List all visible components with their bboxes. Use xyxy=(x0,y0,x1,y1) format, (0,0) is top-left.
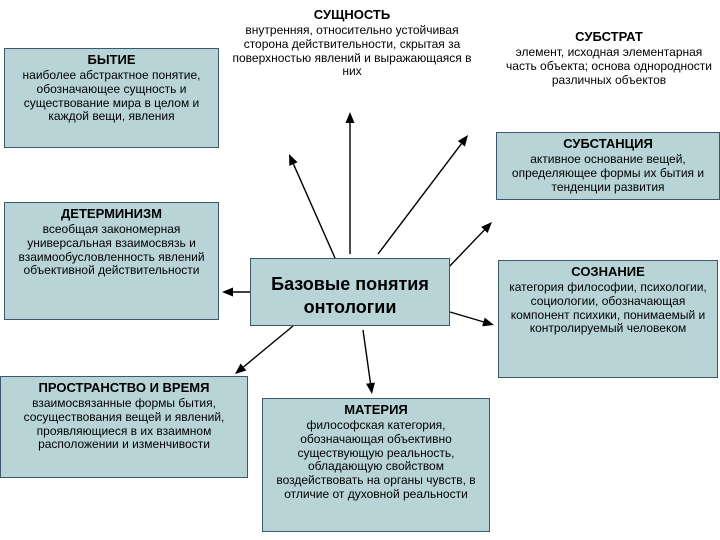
node-substancia-desc: активное основание вещей, определяющее ф… xyxy=(503,153,713,194)
node-bytie: БЫТИЕнаиболее абстрактное понятие, обозн… xyxy=(4,48,219,148)
arrowhead-to-sushnost xyxy=(346,112,355,123)
node-sushnost-desc: внутренняя, относительно устойчивая стор… xyxy=(222,24,482,79)
node-determinizm-title: ДЕТЕРМИНИЗМ xyxy=(11,207,212,222)
arrow-to-substancia xyxy=(446,230,484,270)
center-line1: Базовые понятия xyxy=(271,274,429,294)
arrow-to-materia xyxy=(363,330,370,383)
node-soznanie-title: СОЗНАНИЕ xyxy=(505,265,711,280)
node-substancia: СУБСТАНЦИЯактивное основание вещей, опре… xyxy=(496,132,720,200)
arrowhead-to-determinizm xyxy=(222,288,233,297)
node-materia-desc: философская категория, обозначающая объе… xyxy=(269,419,483,502)
arrow-to-prostranstvo xyxy=(243,326,293,367)
node-substrat-desc: элемент, исходная элементарная часть объ… xyxy=(500,46,718,87)
arrowhead-to-substrat xyxy=(458,135,468,146)
node-materia-title: МАТЕРИЯ xyxy=(269,403,483,418)
arrowhead-to-prostranstvo xyxy=(235,364,246,374)
node-prostranstvo-desc: взаимосвязанные формы бытия, сосуществов… xyxy=(7,397,241,452)
arrow-to-substrat xyxy=(378,144,461,254)
node-soznanie: СОЗНАНИЕкатегория философии, психологии,… xyxy=(498,260,718,378)
arrow-to-soznanie xyxy=(450,312,483,322)
center-box: Базовые понятия онтологии xyxy=(250,258,450,326)
center-line2: онтологии xyxy=(304,297,397,317)
node-sushnost-title: СУЩНОСТЬ xyxy=(222,8,482,23)
node-sushnost: СУЩНОСТЬвнутренняя, относительно устойчи… xyxy=(222,8,482,79)
arrowhead-to-materia xyxy=(366,382,375,394)
node-materia: МАТЕРИЯфилософская категория, обозначающ… xyxy=(262,398,490,532)
node-determinizm: ДЕТЕРМИНИЗМвсеобщая закономерная универс… xyxy=(4,202,219,320)
node-bytie-desc: наиболее абстрактное понятие, обозначающ… xyxy=(11,69,212,124)
node-prostranstvo: ПРОСТРАНСТВО И ВРЕМЯвзаимосвязанные форм… xyxy=(0,376,248,478)
node-substrat-title: СУБСТРАТ xyxy=(500,30,718,45)
arrow-to-bytie xyxy=(293,164,335,258)
arrowhead-to-bytie xyxy=(289,154,298,166)
arrowhead-to-substancia xyxy=(481,222,492,233)
node-prostranstvo-title: ПРОСТРАНСТВО И ВРЕМЯ xyxy=(7,381,241,396)
arrowhead-to-soznanie xyxy=(482,318,494,327)
node-determinizm-desc: всеобщая закономерная универсальная взаи… xyxy=(11,223,212,278)
node-substrat: СУБСТРАТэлемент, исходная элементарная ч… xyxy=(500,30,718,87)
node-soznanie-desc: категория философии, психологии, социоло… xyxy=(505,281,711,336)
node-substancia-title: СУБСТАНЦИЯ xyxy=(503,137,713,152)
node-bytie-title: БЫТИЕ xyxy=(11,53,212,68)
